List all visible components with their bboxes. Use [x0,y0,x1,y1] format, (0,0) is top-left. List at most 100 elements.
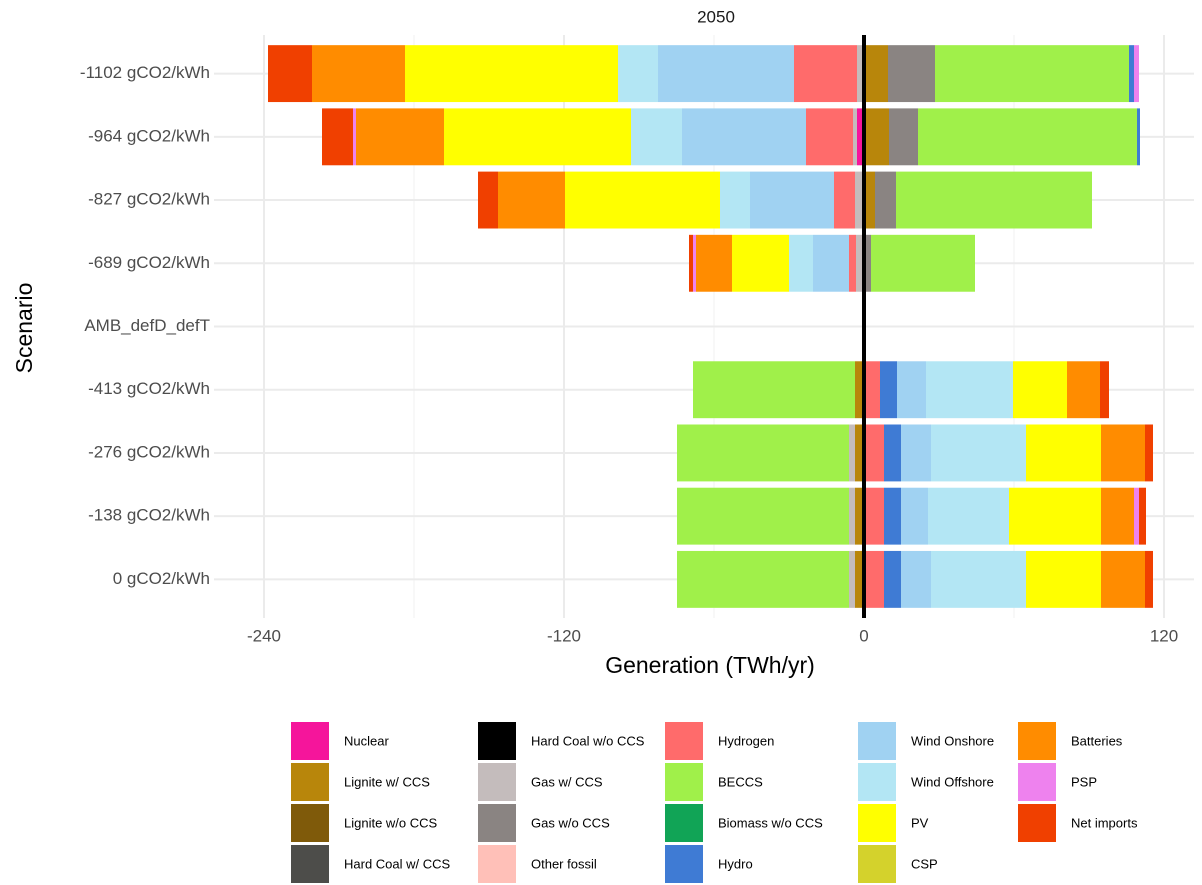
bar-segment [1137,108,1140,166]
bar-segment [1134,45,1139,103]
legend-label: Hydro [718,856,753,871]
bar-segment [931,424,1026,482]
bar-segment [849,424,855,482]
bar-segment [1013,361,1067,419]
legend-key [291,845,329,883]
bar-segment [1134,487,1139,545]
bar-segment [849,487,855,545]
x-tick-label: 0 [859,626,868,645]
bar-segment [880,361,897,419]
bar-segment [864,361,880,419]
legend-label: Gas w/ CCS [531,774,603,789]
bar-segment [1100,361,1109,419]
legend-key [478,763,516,801]
y-tick-label: -964 gCO2/kWh [88,126,210,145]
legend-key [665,722,703,760]
bar-segment [853,108,857,166]
bar-segment [618,45,658,103]
bar-segment [855,424,864,482]
bar-segment [444,108,631,166]
legend-item: Lignite w/ CCS [291,763,430,801]
legend-label: Gas w/o CCS [531,815,610,830]
bar-segment [1101,487,1134,545]
legend-label: Hard Coal w/ CCS [344,856,451,871]
y-tick-label: -138 gCO2/kWh [88,506,210,525]
bar-segment [312,45,405,103]
bar-segment [353,108,356,166]
x-tick-label: -240 [247,626,281,645]
bar-segment [855,171,864,229]
bar-segment [1101,550,1145,608]
bar-segment [888,45,935,103]
legend-key [1018,763,1056,801]
y-axis-label: Scenario [11,283,37,374]
bar-segment [1026,550,1101,608]
bar-segment [750,171,834,229]
bar-segment [864,171,875,229]
bar-segment [875,171,896,229]
bar-segment [1101,424,1145,482]
legend-item: BECCS [665,763,763,801]
legend-item: Other fossil [478,845,597,883]
bar-segment [871,234,975,292]
x-tick-label: -120 [547,626,581,645]
legend-label: Nuclear [344,733,389,748]
legend-label: Biomass w/o CCS [718,815,823,830]
legend-key [1018,722,1056,760]
legend-item: Biomass w/o CCS [665,804,823,842]
bar-segment [855,361,864,419]
bar-segment [322,108,353,166]
legend-key [858,763,896,801]
bar-segment [864,550,884,608]
legend-key [858,722,896,760]
legend-item: Hard Coal w/ CCS [291,845,451,883]
bar-segment [901,550,931,608]
legend-key [1018,804,1056,842]
legend-label: Lignite w/ CCS [344,774,430,789]
bar-segment [864,45,888,103]
bar-segment [813,234,849,292]
bar-segment [806,108,853,166]
y-tick-label: -689 gCO2/kWh [88,253,210,272]
legend-key [665,763,703,801]
bar-segment [268,45,312,103]
bar-segment [1145,550,1153,608]
legend-key [665,804,703,842]
bar-segment [478,171,498,229]
bar-segment [658,45,794,103]
bar-segment [884,550,901,608]
legend-item: Gas w/o CCS [478,804,610,842]
x-axis-label: Generation (TWh/yr) [605,652,815,678]
legend-key [478,845,516,883]
bar-segment [1145,424,1153,482]
bar-segment [901,487,928,545]
bar-segment [926,361,1013,419]
legend-item: Hydro [665,845,753,883]
legend-item: Wind Onshore [858,722,994,760]
legend-item: Hydrogen [665,722,774,760]
bar-segment [498,171,565,229]
bar-segment [720,171,750,229]
legend-label: Hard Coal w/o CCS [531,733,645,748]
legend-label: Other fossil [531,856,597,871]
bar-segment [864,487,884,545]
bar-segment [864,108,889,166]
legend-item: PSP [1018,763,1097,801]
legend-label: BECCS [718,774,763,789]
bar-segment [834,171,855,229]
legend-label: Lignite w/o CCS [344,815,438,830]
legend-label: Wind Onshore [911,733,994,748]
bar-segment [677,424,849,482]
legend-key [478,804,516,842]
bar-segment [864,234,871,292]
bar-segment [889,108,918,166]
bar-segment [857,108,864,166]
y-tick-label: -413 gCO2/kWh [88,379,210,398]
legend-label: Wind Offshore [911,774,994,789]
legend-item: Lignite w/o CCS [291,804,438,842]
legend-key [478,722,516,760]
legend-key [858,804,896,842]
bar-segment [1026,424,1101,482]
legend-key [665,845,703,883]
